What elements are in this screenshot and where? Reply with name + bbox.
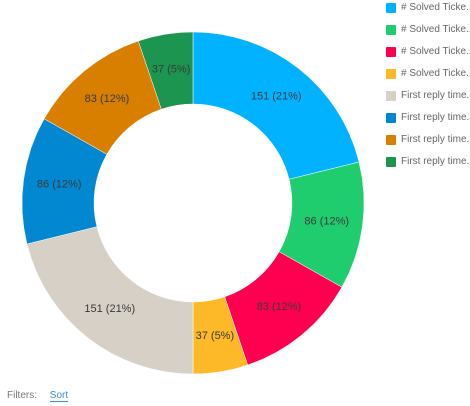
slice-data-label-8: 37 (5%)	[152, 64, 191, 76]
legend-swatch-6	[386, 113, 396, 123]
donut-slice-1[interactable]	[192, 31, 360, 180]
legend-item-5[interactable]: First reply time...	[386, 88, 470, 110]
slice-data-label-6: 86 (12%)	[37, 179, 82, 191]
slice-data-label-7: 83 (12%)	[85, 93, 130, 105]
legend-item-1[interactable]: # Solved Ticke...	[386, 0, 470, 22]
legend-item-7[interactable]: First reply time...	[386, 132, 470, 154]
legend-swatch-4	[386, 69, 396, 79]
legend-swatch-7	[386, 135, 396, 145]
filters-label: Filters:	[7, 390, 37, 401]
slice-data-label-2: 86 (12%)	[304, 215, 349, 227]
legend-swatch-1	[386, 3, 396, 13]
slice-data-label-3: 83 (12%)	[257, 301, 302, 313]
legend-item-8[interactable]: First reply time...	[386, 154, 470, 176]
legend-label-8: First reply time...	[401, 156, 470, 167]
legend-item-2[interactable]: # Solved Ticke...	[386, 22, 470, 44]
donut-chart: 151 (21%) 86 (12%) 83 (12%) 37 (5%) 151 (21%…	[21, 31, 365, 375]
legend-swatch-8	[386, 157, 396, 167]
legend-label-5: First reply time...	[401, 90, 470, 101]
legend-label-7: First reply time...	[401, 134, 470, 145]
donut-slice-8[interactable]	[137, 31, 194, 110]
filters-bar: Filters: Sort	[7, 389, 69, 403]
legend-swatch-2	[386, 25, 396, 35]
sort-link[interactable]: Sort	[49, 390, 69, 402]
chart-legend: # Solved Ticke... # Solved Ticke... # Solv…	[386, 0, 470, 176]
slice-data-label-5: 151 (21%)	[84, 303, 135, 315]
donut-slice-5[interactable]	[26, 226, 194, 375]
legend-label-4: # Solved Ticke...	[401, 68, 470, 79]
legend-item-4[interactable]: # Solved Ticke...	[386, 66, 470, 88]
legend-label-6: First reply time...	[401, 112, 470, 123]
legend-item-3[interactable]: # Solved Ticke...	[386, 44, 470, 66]
legend-label-3: # Solved Ticke...	[401, 46, 470, 57]
legend-label-2: # Solved Ticke...	[401, 24, 470, 35]
legend-item-6[interactable]: First reply time...	[386, 110, 470, 132]
legend-swatch-3	[386, 47, 396, 57]
legend-label-1: # Solved Ticke...	[401, 2, 470, 13]
slice-data-label-1: 151 (21%)	[251, 91, 302, 103]
legend-swatch-5	[386, 91, 396, 101]
slice-data-label-4: 37 (5%)	[196, 330, 235, 342]
